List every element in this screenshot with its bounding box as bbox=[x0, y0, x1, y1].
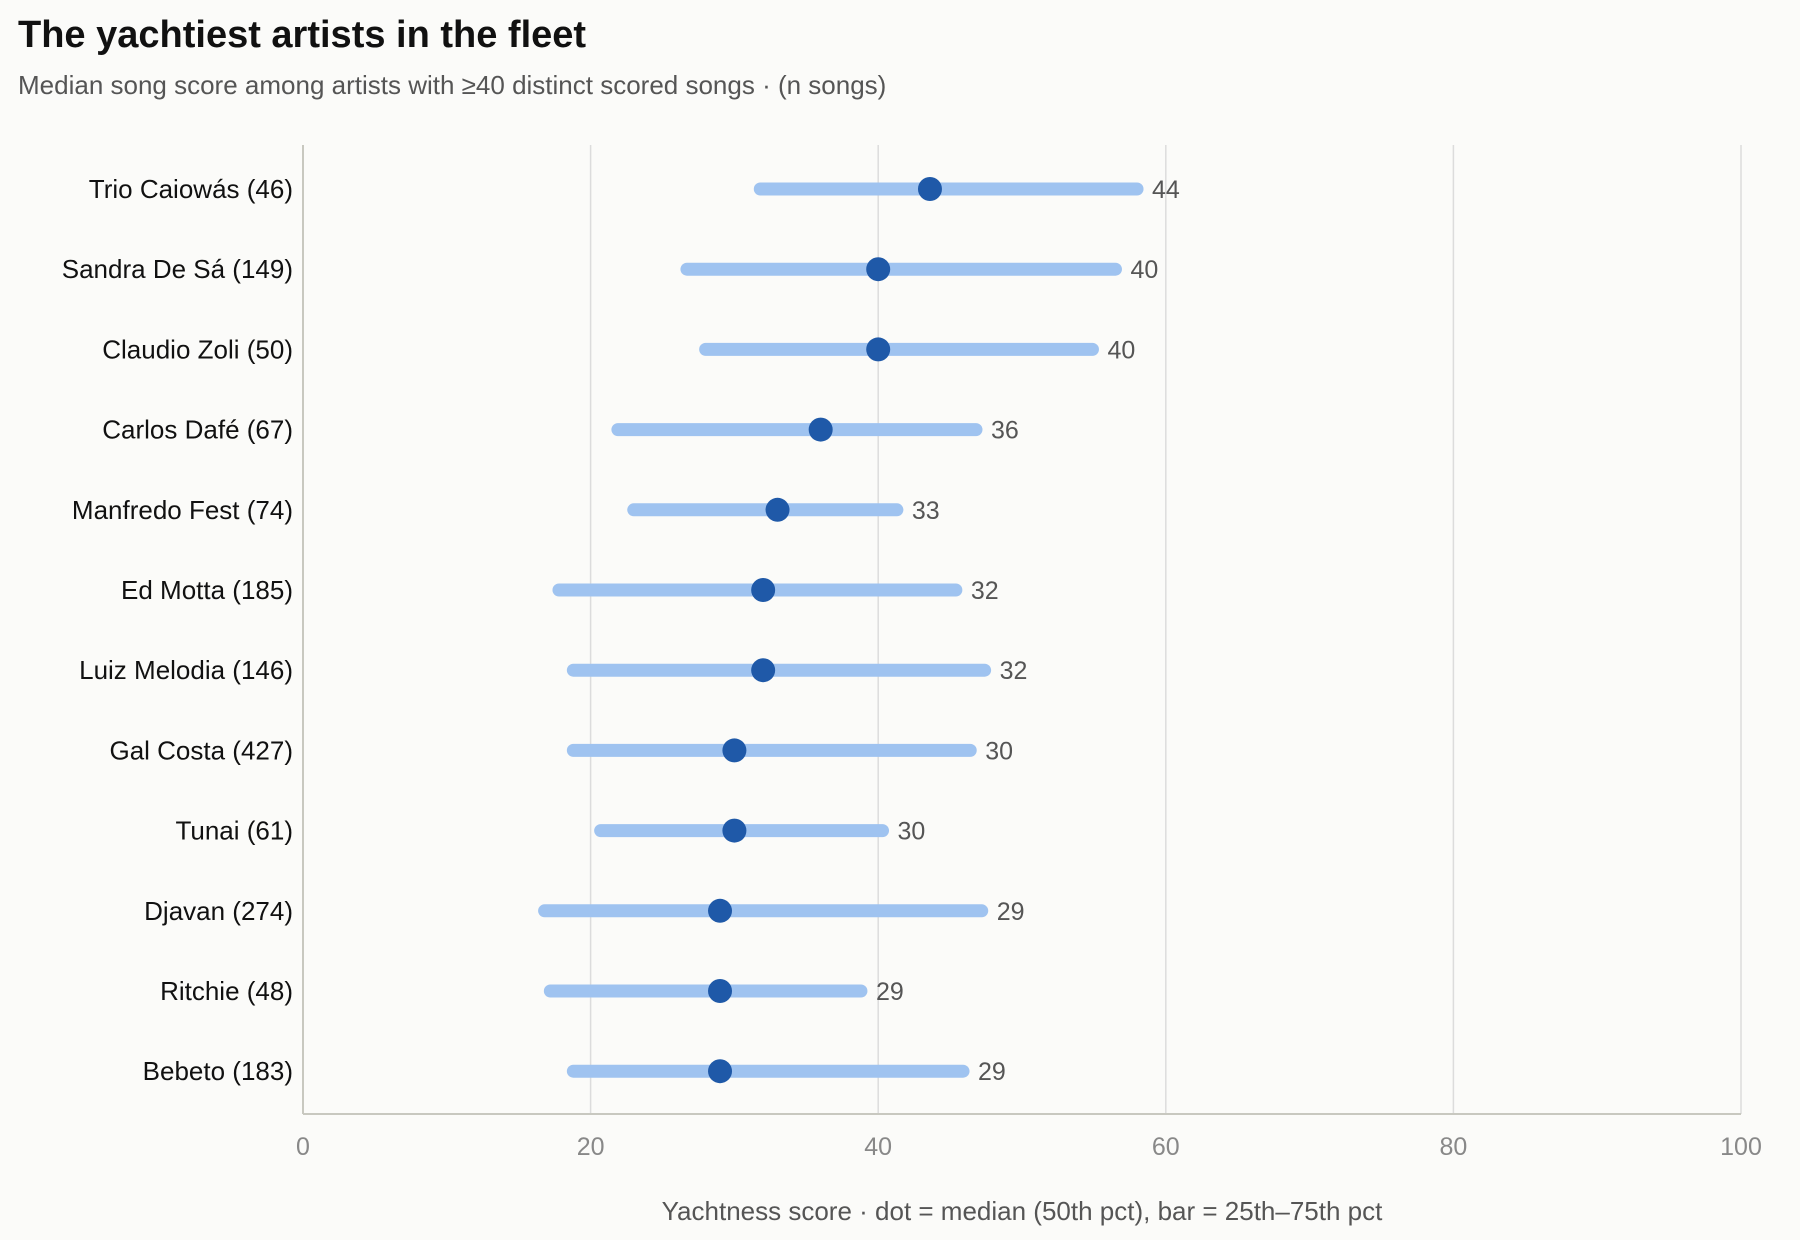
x-tick-label-0: 0 bbox=[296, 1133, 310, 1161]
median-value-label-9: 29 bbox=[997, 898, 1025, 926]
row-label-10: Ritchie (48) bbox=[160, 976, 293, 1006]
median-dot-4 bbox=[765, 497, 790, 522]
chart-subtitle: Median song score among artists with ≥40… bbox=[18, 70, 887, 100]
row-label-2: Claudio Zoli (50) bbox=[102, 334, 293, 364]
row-label-11: Bebeto (183) bbox=[143, 1056, 293, 1086]
median-dot-8 bbox=[722, 818, 747, 843]
row-label-6: Luiz Melodia (146) bbox=[79, 655, 293, 685]
median-dot-6 bbox=[751, 658, 776, 683]
row-label-9: Djavan (274) bbox=[144, 896, 293, 926]
median-dot-11 bbox=[708, 1059, 733, 1084]
median-dot-9 bbox=[708, 898, 733, 923]
median-value-label-4: 33 bbox=[912, 497, 940, 525]
median-value-label-3: 36 bbox=[991, 417, 1019, 445]
row-label-7: Gal Costa (427) bbox=[109, 735, 293, 765]
median-value-label-7: 30 bbox=[985, 737, 1013, 765]
row-label-8: Tunai (61) bbox=[175, 816, 293, 846]
median-value-label-10: 29 bbox=[876, 978, 904, 1006]
median-dot-1 bbox=[866, 257, 891, 282]
x-tick-label-4: 80 bbox=[1439, 1133, 1467, 1161]
median-value-label-8: 30 bbox=[898, 818, 926, 846]
row-label-5: Ed Motta (185) bbox=[121, 575, 293, 605]
median-dot-0 bbox=[917, 177, 942, 201]
median-dot-2 bbox=[866, 337, 891, 362]
x-tick-label-5: 100 bbox=[1720, 1133, 1762, 1161]
median-value-label-2: 40 bbox=[1107, 336, 1135, 364]
median-value-label-0: 44 bbox=[1152, 176, 1180, 204]
median-value-label-5: 32 bbox=[971, 577, 999, 605]
median-dot-5 bbox=[751, 578, 776, 602]
x-tick-label-1: 20 bbox=[577, 1133, 605, 1161]
median-value-label-11: 29 bbox=[978, 1058, 1006, 1086]
median-dot-10 bbox=[708, 979, 733, 1003]
row-label-3: Carlos Dafé (67) bbox=[102, 415, 293, 445]
x-tick-label-2: 40 bbox=[864, 1133, 892, 1161]
row-label-4: Manfredo Fest (74) bbox=[72, 495, 293, 525]
median-value-label-1: 40 bbox=[1130, 256, 1158, 284]
row-label-1: Sandra De Sá (149) bbox=[62, 254, 293, 284]
median-value-label-6: 32 bbox=[1000, 657, 1028, 685]
median-dot-7 bbox=[722, 738, 747, 763]
x-tick-label-3: 60 bbox=[1152, 1133, 1180, 1161]
median-dot-3 bbox=[808, 417, 833, 442]
row-label-0: Trio Caiowás (46) bbox=[89, 174, 293, 204]
x-axis-label: Yachtness score · dot = median (50th pct… bbox=[662, 1196, 1383, 1226]
chart-title: The yachtiest artists in the fleet bbox=[18, 14, 587, 56]
